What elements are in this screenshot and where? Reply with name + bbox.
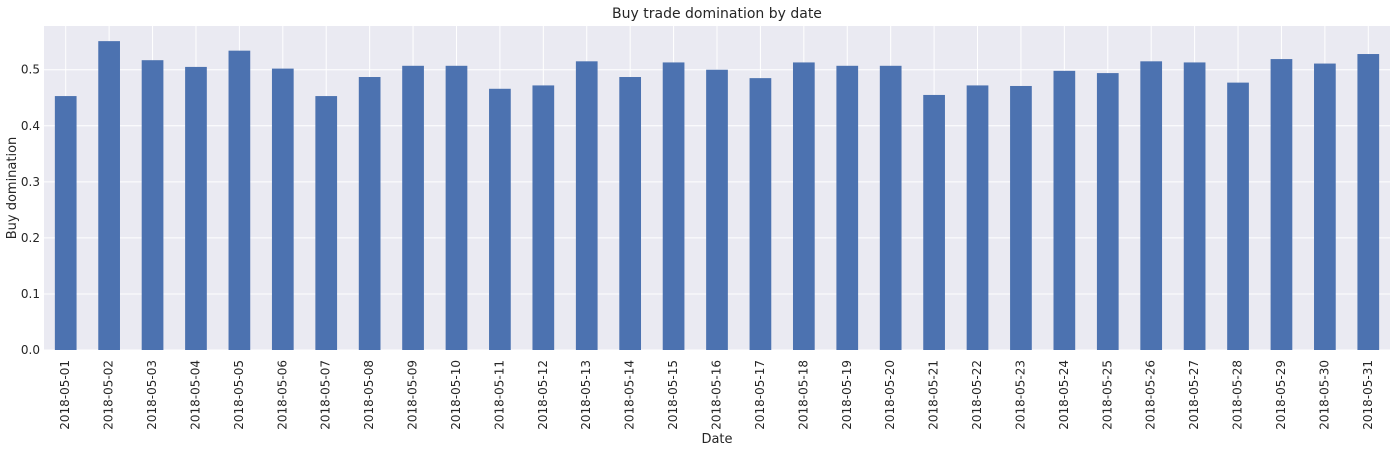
x-tick-label: 2018-05-31: [1361, 360, 1375, 430]
x-tick-label: 2018-05-06: [275, 360, 289, 430]
bar-2018-05-04: [185, 66, 207, 351]
bar-2018-05-11: [489, 88, 511, 350]
bar-2018-05-19: [836, 65, 859, 350]
x-tick-label: 2018-05-19: [840, 360, 854, 430]
bar-2018-05-07: [315, 96, 338, 350]
x-tick-label: 2018-05-13: [579, 360, 593, 430]
x-tick-label: 2018-05-30: [1317, 360, 1331, 430]
bar-2018-05-21: [923, 94, 945, 351]
x-tick-label: 2018-05-11: [492, 360, 506, 430]
bar-2018-05-13: [575, 61, 598, 350]
x-tick-label: 2018-05-26: [1144, 360, 1158, 430]
x-tick-label: 2018-05-12: [536, 360, 550, 430]
x-tick-label: 2018-05-03: [145, 360, 159, 430]
bar-2018-05-30: [1314, 63, 1336, 350]
y-tick-labels: 0.0 0.1 0.2 0.3 0.4 0.5: [21, 63, 40, 357]
x-tick-label: 2018-05-23: [1013, 360, 1027, 430]
bars: [54, 41, 1380, 351]
bar-2018-05-09: [402, 65, 424, 350]
x-tick-label: 2018-05-10: [449, 360, 463, 430]
x-tick-label: 2018-05-05: [232, 360, 246, 430]
bar-2018-05-27: [1183, 62, 1206, 351]
x-tick-label: 2018-05-20: [883, 360, 897, 430]
y-tick-label: 0.3: [21, 175, 40, 189]
bar-2018-05-26: [1140, 61, 1163, 350]
bar-2018-05-17: [749, 78, 772, 351]
bar-2018-05-24: [1053, 70, 1076, 350]
y-tick-label: 0.1: [21, 287, 40, 301]
x-tick-label: 2018-05-18: [796, 360, 810, 430]
x-tick-label: 2018-05-25: [1100, 360, 1114, 430]
y-tick-label: 0.5: [21, 63, 40, 77]
bar-2018-05-25: [1096, 73, 1119, 351]
y-tick-label: 0.4: [21, 119, 40, 133]
x-tick-label: 2018-05-07: [319, 360, 333, 430]
x-tick-labels: 2018-05-01 2018-05-02 2018-05-03 2018-05-04…: [58, 360, 1375, 430]
bar-2018-05-03: [141, 60, 164, 350]
x-tick-label: 2018-05-22: [970, 360, 984, 430]
x-axis-label: Date: [701, 432, 732, 447]
bar-2018-05-22: [966, 85, 989, 350]
bar-2018-05-14: [619, 77, 642, 351]
bar-2018-05-08: [358, 77, 381, 351]
x-tick-label: 2018-05-04: [188, 360, 202, 430]
x-tick-label: 2018-05-21: [927, 360, 941, 430]
x-tick-label: 2018-05-01: [58, 360, 72, 430]
bar-2018-05-12: [532, 85, 555, 350]
bar-2018-05-23: [1010, 85, 1032, 350]
y-axis-label: Buy domination: [5, 137, 20, 240]
bar-2018-05-18: [792, 62, 815, 351]
chart-title: Buy trade domination by date: [612, 6, 822, 22]
x-tick-label: 2018-05-27: [1187, 360, 1201, 430]
bar-2018-05-01: [54, 96, 77, 350]
bar-2018-05-02: [98, 41, 120, 350]
x-tick-label: 2018-05-29: [1274, 360, 1288, 430]
bar-2018-05-06: [271, 68, 294, 350]
bar-2018-05-16: [706, 69, 728, 351]
x-tick-label: 2018-05-08: [362, 360, 376, 430]
bar-2018-05-31: [1357, 54, 1380, 351]
bar-2018-05-29: [1270, 59, 1293, 351]
x-tick-label: 2018-05-09: [406, 360, 420, 430]
y-tick-label: 0.2: [21, 231, 40, 245]
x-tick-label: 2018-05-15: [666, 360, 680, 430]
x-tick-label: 2018-05-17: [753, 360, 767, 430]
bar-2018-05-05: [228, 50, 251, 350]
x-tick-label: 2018-05-28: [1231, 360, 1245, 430]
y-tick-label: 0.0: [21, 343, 40, 357]
bar-2018-05-10: [445, 65, 468, 350]
x-tick-label: 2018-05-14: [623, 360, 637, 430]
x-tick-label: 2018-05-02: [102, 360, 116, 430]
x-tick-label: 2018-05-16: [710, 360, 724, 430]
bar-2018-05-20: [879, 65, 902, 350]
x-tick-label: 2018-05-24: [1057, 360, 1071, 430]
bar-2018-05-15: [662, 62, 685, 351]
bar-2018-05-28: [1227, 82, 1249, 351]
